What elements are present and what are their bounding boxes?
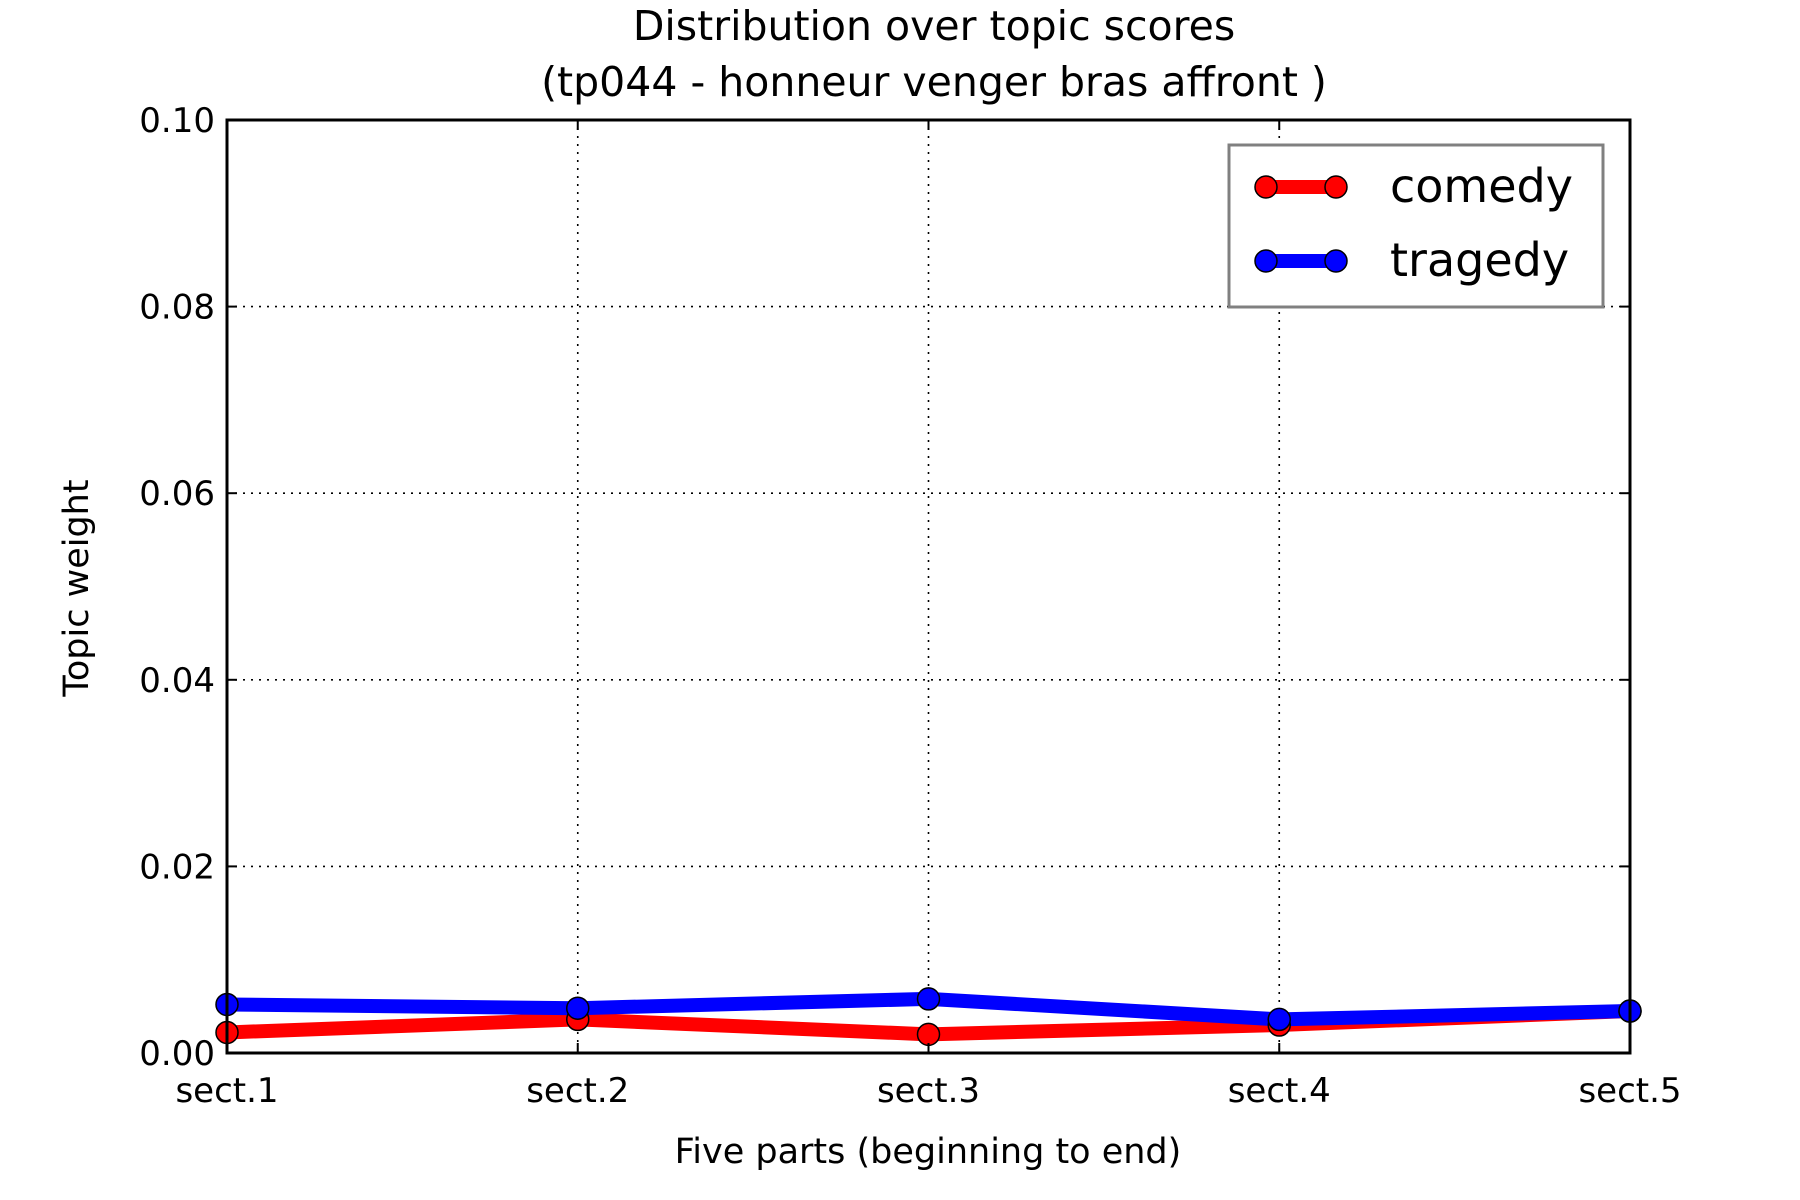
legend-marker-comedy bbox=[1254, 175, 1278, 199]
x-tick-label: sect.2 bbox=[526, 1071, 629, 1111]
y-tick-label: 0.08 bbox=[139, 288, 215, 328]
data-point-tragedy bbox=[566, 996, 590, 1020]
legend-marker-tragedy bbox=[1324, 249, 1348, 273]
legend-box bbox=[1227, 143, 1605, 309]
y-tick-label: 0.10 bbox=[139, 101, 215, 141]
series-markers bbox=[215, 987, 1642, 1047]
legend-label-comedy: comedy bbox=[1390, 159, 1573, 213]
y-axis-label: Topic weight bbox=[57, 479, 97, 697]
x-axis-label: Five parts (beginning to end) bbox=[675, 1132, 1182, 1172]
data-point-tragedy bbox=[916, 987, 941, 1011]
legend-label-tragedy: tragedy bbox=[1390, 233, 1569, 287]
y-tick-label: 0.02 bbox=[139, 847, 215, 887]
data-point-tragedy bbox=[1267, 1007, 1291, 1032]
y-tick-label: 0.06 bbox=[139, 474, 215, 514]
axis-ticks bbox=[226, 119, 1631, 1054]
x-tick-label: sect.1 bbox=[175, 1071, 278, 1111]
x-tick-label: sect.4 bbox=[1228, 1071, 1331, 1111]
legend: comedy tragedy bbox=[1227, 143, 1605, 309]
legend-marker-comedy bbox=[1324, 175, 1348, 199]
chart-title: Distribution over topic scores bbox=[633, 2, 1235, 50]
x-tick-label: sect.5 bbox=[1578, 1071, 1681, 1111]
data-point-comedy bbox=[916, 1022, 941, 1047]
y-tick-label: 0.00 bbox=[139, 1034, 215, 1074]
x-tick-labels: sect.1 sect.2 sect.3 sect.4 sect.5 bbox=[175, 1071, 1681, 1111]
x-tick-label: sect.3 bbox=[877, 1071, 980, 1111]
chart-subtitle: (tp044 - honneur venger bras affront ) bbox=[541, 58, 1327, 106]
y-tick-labels: 0.00 0.02 0.04 0.06 0.08 0.10 bbox=[139, 101, 215, 1074]
y-tick-label: 0.04 bbox=[139, 661, 215, 701]
legend-marker-tragedy bbox=[1254, 249, 1278, 273]
